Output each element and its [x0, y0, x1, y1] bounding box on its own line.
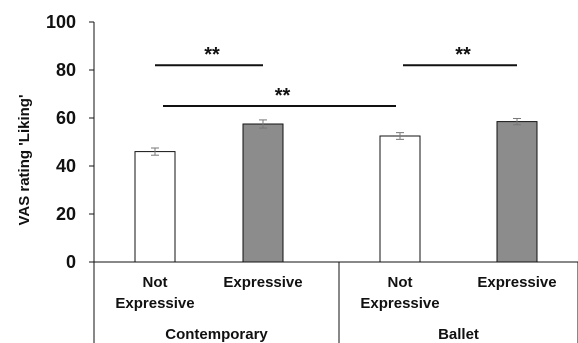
category-label: Expressive [223, 274, 302, 291]
bar [134, 151, 176, 263]
group-label: Ballet [438, 326, 479, 343]
y-tick-label: 60 [56, 108, 76, 128]
y-axis-label: VAS rating 'Liking' [16, 94, 33, 225]
group-label: Contemporary [165, 326, 268, 343]
y-tick-label: 0 [66, 252, 76, 272]
bar [242, 123, 284, 263]
bar [496, 121, 538, 263]
y-tick-label: 20 [56, 204, 76, 224]
significance-marker: ** [275, 85, 291, 107]
y-tick-label: 100 [46, 12, 76, 32]
category-label: Expressive [477, 274, 556, 291]
y-tick-label: 80 [56, 60, 76, 80]
category-label: Not Expressive [360, 274, 439, 312]
category-label: Not Expressive [115, 274, 194, 312]
significance-marker: ** [455, 44, 471, 66]
y-tick-label: 40 [56, 156, 76, 176]
bar [379, 135, 421, 263]
significance-marker: ** [204, 44, 220, 66]
